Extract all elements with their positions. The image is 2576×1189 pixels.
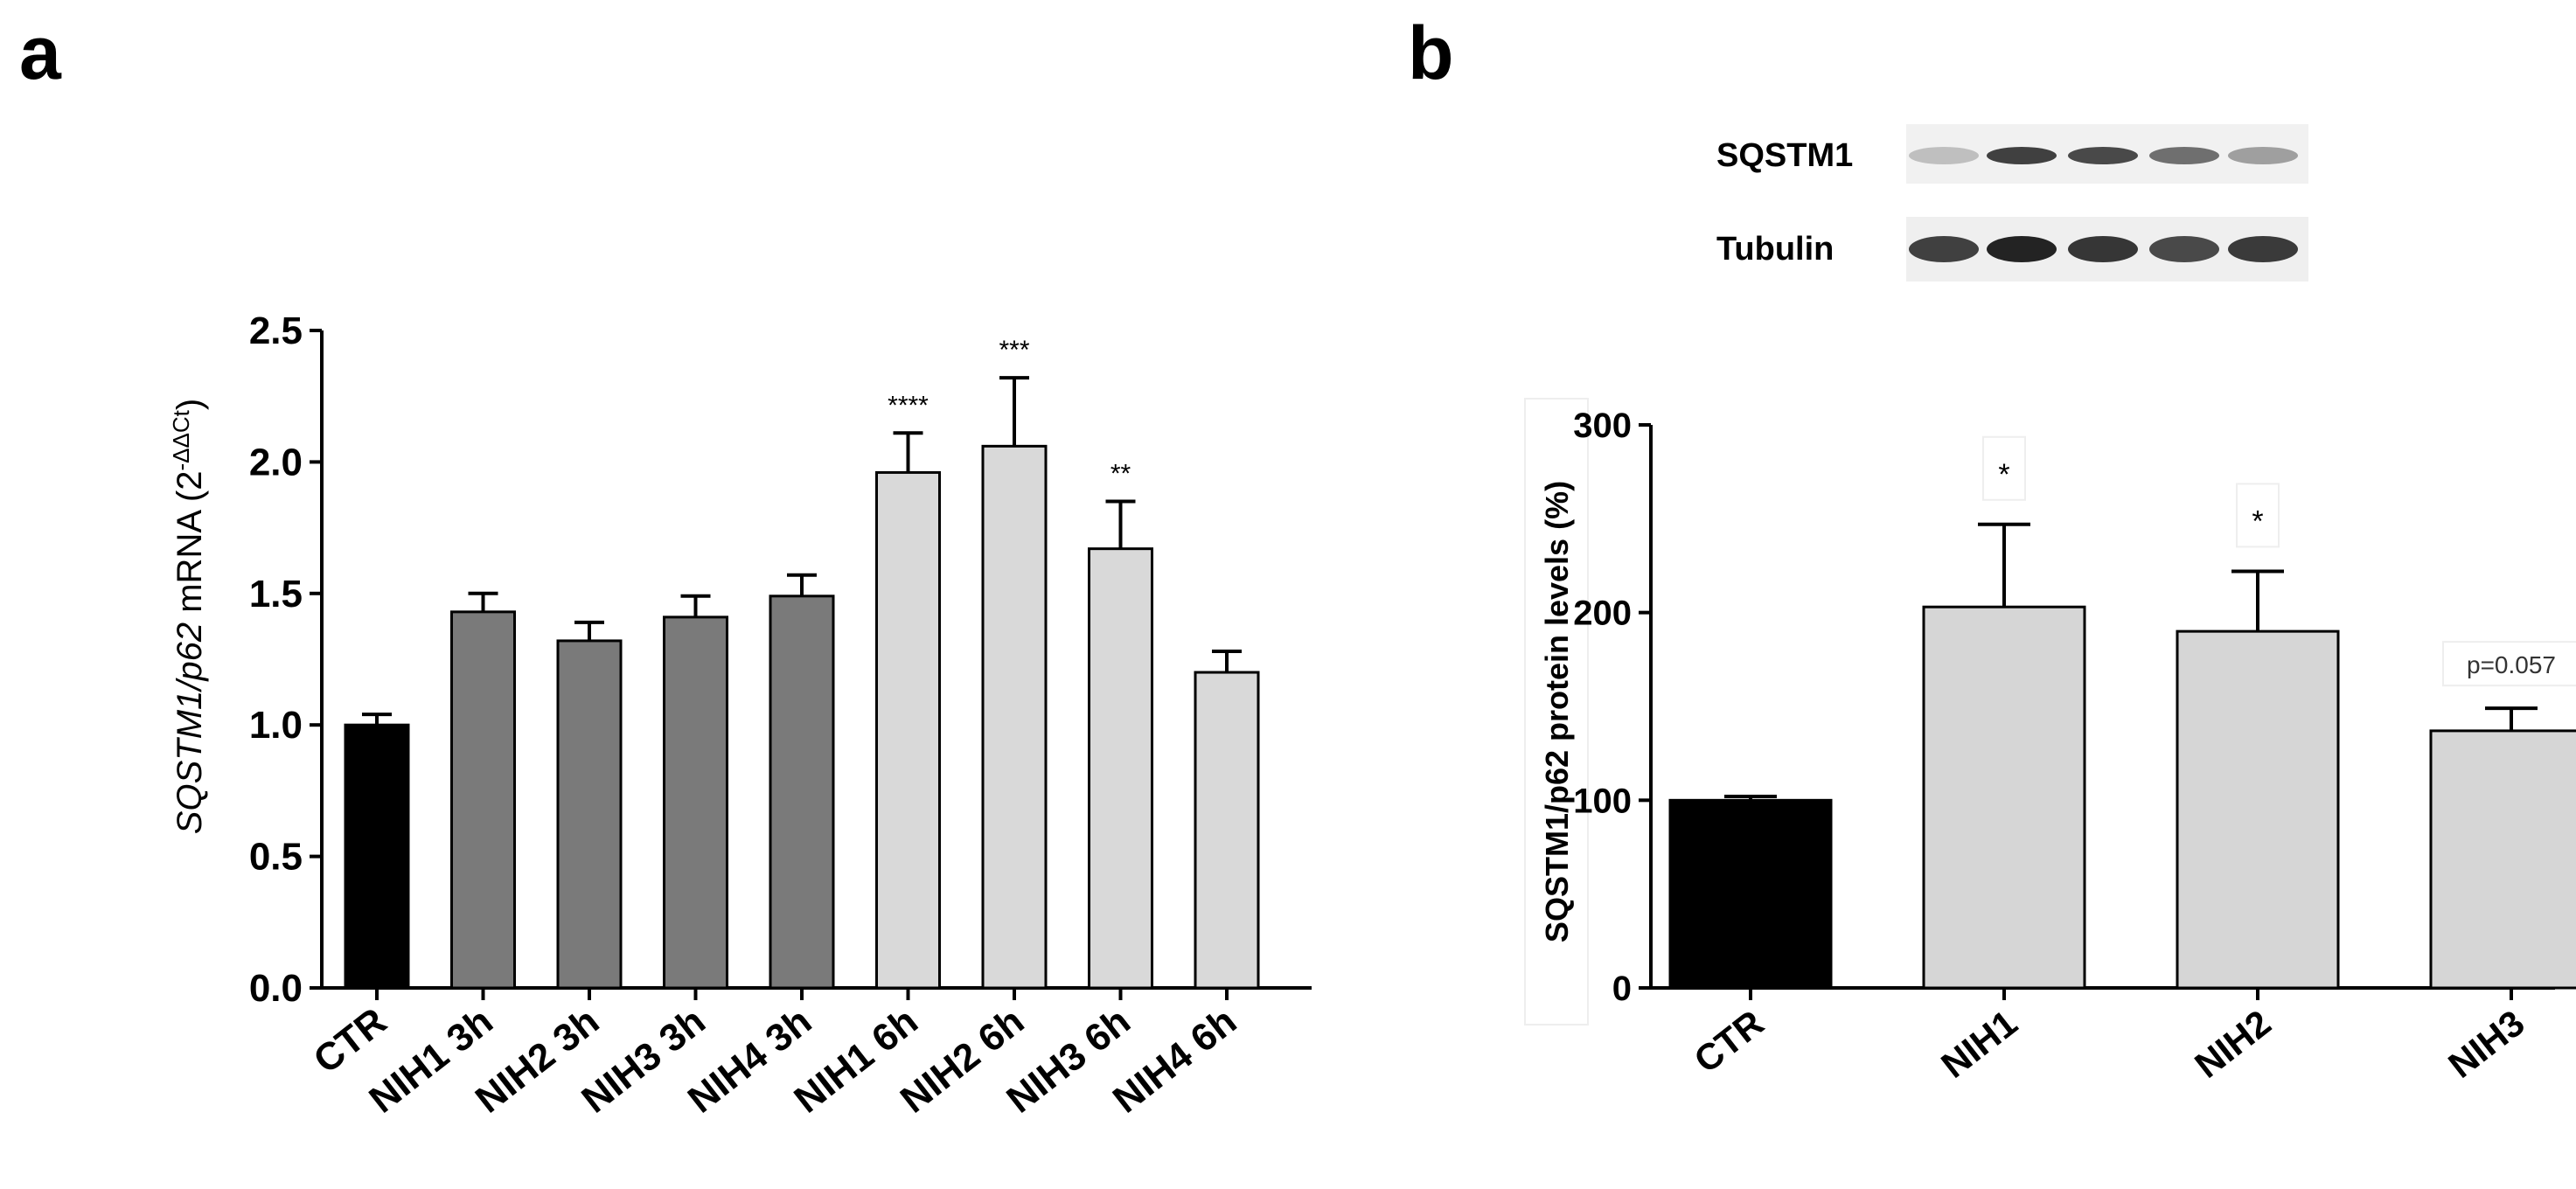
chart-b-x-tick-label: NIH3 [2440, 1002, 2531, 1086]
chart-b-x-tick-label: CTR [1687, 1002, 1772, 1081]
chart-a-significance-label: **** [888, 391, 929, 420]
chart-a-bar [769, 594, 835, 990]
blot-band [1987, 147, 2057, 164]
blot-band [2068, 147, 2138, 164]
chart-a-y-tick-label: 2.0 [249, 441, 303, 483]
chart-b-significance-label: * [1998, 458, 2009, 491]
chart-a-y-tick-label: 1.5 [249, 573, 303, 615]
western-blot: SQSTM1 Tubulin [1716, 124, 2308, 282]
chart-a-bar [344, 723, 410, 990]
chart-b-annotation-label: p=0.057 [2467, 651, 2556, 678]
blot-row-label: Tubulin [1716, 231, 1834, 268]
chart-b: SQSTM1/p62 protein levels (%) 0 100 200 300… [1524, 398, 2576, 1086]
chart-a-bar [450, 610, 516, 990]
chart-b-x-tick-label: NIH1 [1933, 1002, 2024, 1086]
chart-b-annotation-box [2442, 641, 2576, 687]
blot-band [2228, 147, 2298, 164]
chart-b-y-tick-label: 0 [1612, 970, 1632, 1008]
blot-band [2228, 236, 2298, 262]
chart-a-y-axis-label: SQSTM1/p62 mRNA (2-ΔΔCt) [168, 399, 209, 834]
blot-band [2149, 147, 2219, 164]
chart-a: SQSTM1/p62 mRNA (2-ΔΔCt) 0.0 0.5 1.0 1.5 2.0… [168, 309, 1312, 1122]
chart-a-significance-label: ** [1110, 460, 1131, 489]
chart-a-y-tick-label: 2.5 [249, 309, 303, 352]
chart-b-bar [1922, 605, 2086, 990]
chart-b-significance-box [1982, 435, 2026, 501]
chart-b-significance-box [2236, 483, 2280, 548]
chart-b-y-label-box [1524, 398, 1589, 1026]
chart-a-x-tick-label: CTR [306, 999, 394, 1081]
chart-b-y-tick-label: 300 [1573, 407, 1632, 445]
panel-b-letter: b [1408, 11, 1454, 95]
chart-a-significance-label: *** [999, 336, 1029, 365]
chart-b-x-tick-label: NIH2 [2187, 1002, 2278, 1086]
blot-band [1909, 236, 1979, 262]
blot-row-label: SQSTM1 [1716, 137, 1853, 174]
chart-a-bar [1088, 547, 1153, 990]
chart-a-y-tick-label: 0.0 [249, 967, 303, 1010]
chart-b-bar [1668, 798, 1833, 990]
chart-b-bar [2176, 629, 2340, 990]
chart-a-bar [556, 639, 623, 990]
chart-b-bar [2429, 729, 2576, 990]
chart-a-bar [981, 444, 1048, 990]
blot-band [1909, 147, 1979, 164]
chart-a-y-tick-label: 1.0 [249, 704, 303, 747]
chart-b-y-tick-label: 100 [1573, 782, 1632, 820]
chart-a-bar [1194, 671, 1260, 990]
chart-b-y-tick-label: 200 [1573, 594, 1632, 633]
chart-a-bar [875, 470, 941, 990]
blot-band [2149, 236, 2219, 262]
panel-a-letter: a [19, 11, 62, 95]
chart-a-y-tick-label: 0.5 [249, 836, 303, 879]
chart-b-significance-label: * [2252, 504, 2263, 538]
blot-band [1987, 236, 2057, 262]
chart-b-y-axis-label: SQSTM1/p62 protein levels (%) [1539, 481, 1575, 942]
chart-a-bar [663, 615, 728, 990]
blot-band [2068, 236, 2138, 262]
